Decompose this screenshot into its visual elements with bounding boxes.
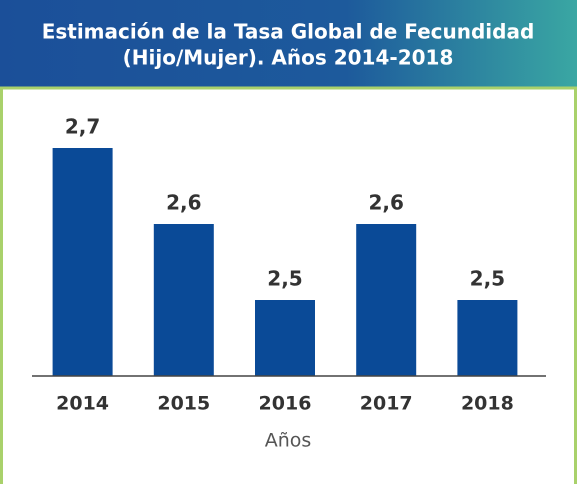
data-label: 2,5 bbox=[267, 267, 302, 291]
data-label: 2,6 bbox=[166, 191, 201, 215]
x-tick-label: 2018 bbox=[461, 393, 514, 415]
bar bbox=[255, 300, 315, 376]
data-label: 2,7 bbox=[65, 115, 100, 139]
bar bbox=[457, 300, 518, 376]
header-band bbox=[0, 0, 577, 88]
bar bbox=[52, 148, 113, 376]
x-tick-label: 2016 bbox=[259, 393, 312, 415]
x-tick-label: 2017 bbox=[360, 393, 413, 415]
x-axis-label: Años bbox=[265, 430, 312, 452]
x-tick-label: 2015 bbox=[157, 393, 210, 415]
data-label: 2,6 bbox=[368, 191, 403, 215]
data-label: 2,5 bbox=[470, 267, 505, 291]
bar bbox=[153, 224, 214, 376]
chart-title: Estimación de la Tasa Global de Fecundid… bbox=[42, 20, 535, 44]
panel-border bbox=[0, 86, 577, 484]
chart-title: (Hijo/Mujer). Años 2014-2018 bbox=[123, 46, 454, 70]
bar bbox=[356, 224, 417, 376]
x-tick-label: 2014 bbox=[56, 393, 109, 415]
